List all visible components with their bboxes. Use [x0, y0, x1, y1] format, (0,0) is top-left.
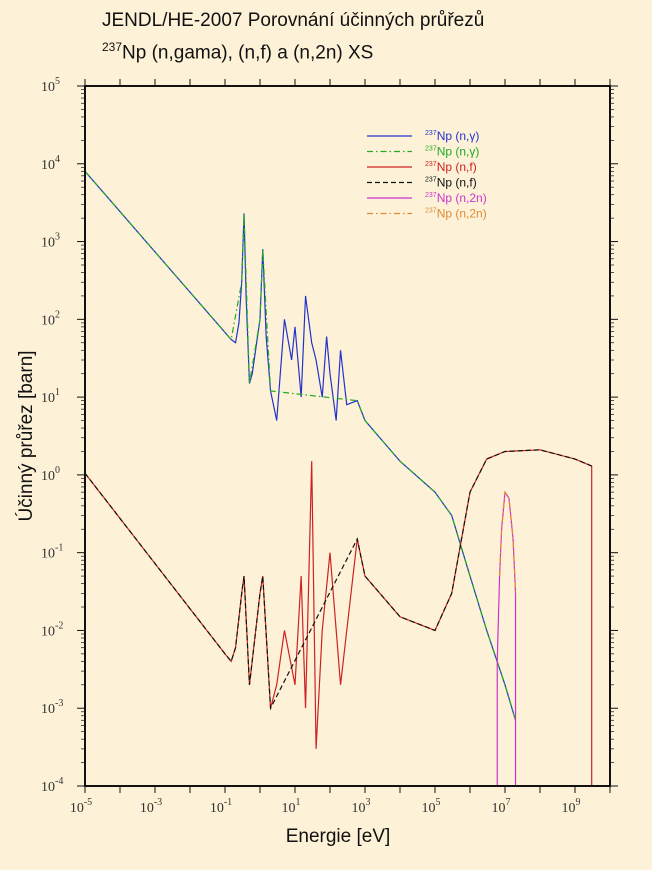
series-line-3	[85, 449, 592, 711]
chart-title-line1: JENDL/HE-2007 Porovnání účinných průřezů	[102, 10, 485, 31]
tick-label: 104	[41, 154, 60, 173]
legend-label-4: 237Np (n,2n)	[425, 191, 487, 205]
chart-title-line2-text: Np (n,gama), (n,f) a (n,2n) XS	[122, 42, 374, 64]
tick-label: 10-5	[70, 797, 92, 816]
legend-label-5: 237Np (n,2n)	[425, 207, 487, 221]
series-line-1	[85, 170, 517, 721]
tick-label: 100	[41, 465, 60, 484]
tick-label: 10-3	[140, 797, 162, 816]
tick-label: 103	[41, 232, 60, 251]
plot-frame	[84, 85, 611, 787]
x-axis-label: Energie [eV]	[286, 826, 391, 847]
tick-label: 101	[41, 387, 60, 406]
plot-area	[85, 86, 610, 786]
tick-label: 10-3	[41, 698, 63, 717]
tick-label: 102	[41, 309, 60, 328]
tick-label: 105	[41, 76, 60, 95]
legend-label-0: 237Np (n,γ)	[425, 129, 479, 143]
tick-label: 101	[282, 797, 301, 816]
tick-label: 103	[352, 797, 371, 816]
legend-label-3: 237Np (n,f)	[425, 176, 477, 190]
tick-label: 10-4	[41, 776, 63, 795]
tick-label: 10-1	[41, 543, 63, 562]
isotope-superscript: 237	[102, 40, 123, 54]
chart-title-line2: 237Np (n,gama), (n,f) a (n,2n) XS	[102, 40, 373, 64]
y-axis-label: Účinný průřez [barn]	[15, 350, 37, 521]
legend-label-2: 237Np (n,f)	[425, 160, 477, 174]
tick-label: 107	[492, 797, 511, 816]
tick-label: 10-2	[41, 620, 63, 639]
legend-label-1: 237Np (n,γ)	[425, 145, 479, 159]
tick-label: 10-1	[210, 797, 232, 816]
tick-label: 105	[422, 797, 441, 816]
tick-label: 109	[562, 797, 581, 816]
